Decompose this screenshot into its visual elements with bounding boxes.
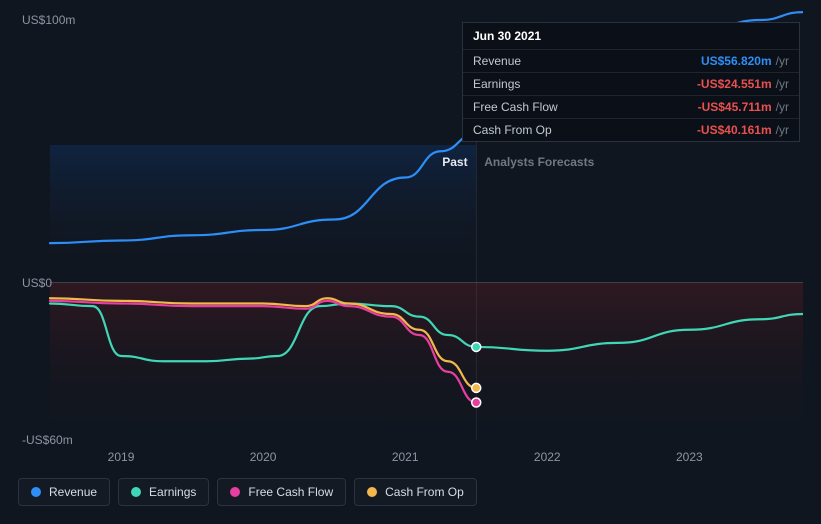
tooltip-row-label: Revenue bbox=[473, 54, 701, 68]
y-tick-label: US$100m bbox=[22, 13, 75, 27]
tooltip-row: Free Cash Flow-US$45.711m/yr bbox=[463, 95, 799, 118]
tooltip-panel: Jun 30 2021 RevenueUS$56.820m/yrEarnings… bbox=[462, 22, 800, 142]
tooltip-row-label: Earnings bbox=[473, 77, 697, 91]
forecast-label: Analysts Forecasts bbox=[484, 155, 594, 169]
legend: Revenue Earnings Free Cash Flow Cash From O… bbox=[18, 478, 477, 506]
x-tick-label: 2021 bbox=[392, 450, 419, 464]
tooltip-row: Cash From Op-US$40.161m/yr bbox=[463, 118, 799, 141]
tooltip-row: RevenueUS$56.820m/yr bbox=[463, 49, 799, 72]
legend-label: Cash From Op bbox=[385, 485, 464, 499]
past-label: Past bbox=[442, 155, 467, 169]
tooltip-row-unit: /yr bbox=[776, 77, 789, 91]
legend-swatch bbox=[230, 487, 240, 497]
tooltip-date: Jun 30 2021 bbox=[463, 23, 799, 49]
x-tick-label: 2022 bbox=[534, 450, 561, 464]
x-tick-label: 2023 bbox=[676, 450, 703, 464]
legend-item-cfo[interactable]: Cash From Op bbox=[354, 478, 477, 506]
marker-cfo bbox=[472, 383, 481, 392]
legend-item-earnings[interactable]: Earnings bbox=[118, 478, 209, 506]
marker-earnings bbox=[472, 342, 481, 351]
legend-label: Revenue bbox=[49, 485, 97, 499]
legend-label: Free Cash Flow bbox=[248, 485, 333, 499]
legend-swatch bbox=[31, 487, 41, 497]
tooltip-row-label: Free Cash Flow bbox=[473, 100, 698, 114]
x-tick-label: 2019 bbox=[108, 450, 135, 464]
y-tick-label: -US$60m bbox=[22, 433, 73, 447]
legend-swatch bbox=[367, 487, 377, 497]
marker-fcf bbox=[472, 398, 481, 407]
tooltip-row-unit: /yr bbox=[776, 54, 789, 68]
tooltip-row-unit: /yr bbox=[776, 123, 789, 137]
tooltip-row-value: -US$24.551m bbox=[697, 77, 772, 91]
tooltip-row: Earnings-US$24.551m/yr bbox=[463, 72, 799, 95]
legend-label: Earnings bbox=[149, 485, 196, 499]
legend-item-fcf[interactable]: Free Cash Flow bbox=[217, 478, 346, 506]
y-tick-label: US$0 bbox=[22, 276, 52, 290]
tooltip-row-unit: /yr bbox=[776, 100, 789, 114]
tooltip-row-value: US$56.820m bbox=[701, 54, 772, 68]
tooltip-row-label: Cash From Op bbox=[473, 123, 697, 137]
tooltip-row-value: -US$45.711m bbox=[698, 100, 772, 114]
tooltip-row-value: -US$40.161m bbox=[697, 123, 772, 137]
legend-swatch bbox=[131, 487, 141, 497]
legend-item-revenue[interactable]: Revenue bbox=[18, 478, 110, 506]
x-tick-label: 2020 bbox=[250, 450, 277, 464]
